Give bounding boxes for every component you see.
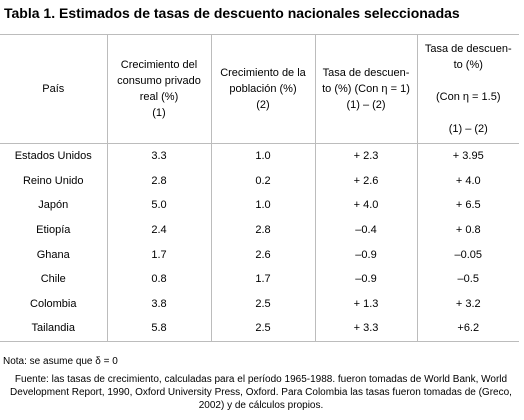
cell-consumption: 2.4	[106, 217, 211, 243]
header-rate-eta15: Tasa de descuen-to (%) (Con η = 1.5) (1) –…	[416, 34, 520, 144]
cell-country: Etiopía	[36, 224, 71, 237]
cell-rate1: + 2.6	[314, 168, 417, 194]
cell-country: Ghana	[36, 248, 70, 261]
cell-rate2: + 3.95	[416, 143, 519, 169]
cell-population: 2.5	[210, 291, 315, 317]
header-line: Crecimiento de la	[220, 67, 306, 79]
cell-rate2: +6.2	[416, 316, 519, 342]
table-body: Estados Unidos 3.3 1.0 + 2.3 + 3.95 Reino Uni…	[0, 143, 519, 342]
cell-population: 2.8	[210, 217, 315, 243]
table-header-row: País Crecimiento del consumo privado real …	[0, 34, 520, 144]
cell-country: Chile	[40, 273, 66, 286]
header-line	[418, 73, 520, 89]
cell-consumption: 3.3	[106, 143, 211, 169]
cell-consumption: 0.8	[106, 266, 211, 292]
table-row: Reino Unido 2.8 0.2 + 2.6 + 4.0	[0, 168, 519, 194]
cell-country: Colombia	[30, 297, 77, 310]
table-title: Tabla 1. Estimados de tasas de descuento…	[4, 5, 460, 21]
cell-population: 1.0	[210, 193, 315, 218]
table-row: Chile 0.8 1.7 –0.9 –0.5	[0, 266, 519, 292]
table-note: Nota: se asume que δ = 0	[3, 356, 118, 367]
header-line: to (%) (Con η = 1)	[322, 83, 410, 95]
cell-population: 1.0	[210, 143, 315, 169]
cell-rate2: –0.05	[416, 242, 519, 267]
header-line: real (%)	[139, 91, 179, 103]
cell-rate2: + 4.0	[416, 168, 519, 194]
cell-population: 2.6	[210, 242, 315, 267]
table-row: Etiopía 2.4 2.8 –0.4 + 0.8	[0, 217, 519, 243]
header-consumption: Crecimiento del consumo privado real (%) (1…	[106, 34, 211, 144]
header-line: (1)	[152, 107, 166, 119]
header-country: País	[0, 34, 107, 144]
header-population: Crecimiento de la población (%) (2)	[210, 34, 315, 144]
cell-country: Japón	[38, 199, 69, 212]
header-line: (2)	[256, 99, 270, 111]
cell-country: Tailandia	[0, 316, 107, 342]
cell-rate2: + 0.8	[416, 217, 519, 243]
table-row: Tailandia 5.8 2.5 + 3.3 +6.2	[0, 316, 519, 342]
cell-rate1: + 3.3	[314, 316, 417, 342]
header-line	[418, 105, 520, 121]
header-line: consumo privado	[117, 75, 201, 87]
cell-consumption: 1.7	[106, 242, 211, 267]
cell-rate2: + 3.2	[416, 291, 519, 317]
cell-population: 0.2	[210, 168, 315, 194]
header-line: (1) – (2)	[346, 99, 386, 111]
discount-rate-table: País Crecimiento del consumo privado real …	[0, 34, 519, 342]
table-row: Estados Unidos 3.3 1.0 + 2.3 + 3.95	[0, 143, 519, 169]
cell-rate1: + 4.0	[314, 193, 417, 218]
table-row: Ghana 1.7 2.6 –0.9 –0.05	[0, 242, 519, 267]
header-line: (Con η = 1.5)	[435, 91, 501, 103]
header-line: to (%)	[453, 59, 483, 71]
cell-rate1: + 2.3	[314, 143, 417, 169]
cell-rate1: –0.4	[314, 217, 417, 243]
header-line: Tasa de descuen-	[424, 43, 512, 55]
cell-rate1: –0.9	[314, 266, 417, 292]
header-line: Tasa de descuen-	[322, 67, 410, 79]
cell-consumption: 5.8	[106, 316, 211, 342]
table-source: Fuente: las tasas de crecimiento, calcul…	[10, 374, 512, 411]
cell-rate1: + 1.3	[314, 291, 417, 317]
cell-consumption: 5.0	[106, 193, 211, 218]
table-row: Colombia 3.8 2.5 + 1.3 + 3.2	[0, 291, 519, 317]
header-line: (1) – (2)	[448, 123, 488, 135]
cell-population: 2.5	[210, 316, 315, 342]
cell-country: Reino Unido	[22, 174, 84, 187]
cell-rate2: –0.5	[416, 266, 519, 292]
table-row: Japón 5.0 1.0 + 4.0 + 6.5	[0, 193, 519, 218]
cell-rate2: + 6.5	[416, 193, 519, 218]
cell-population: 1.7	[210, 266, 315, 292]
header-line: población (%)	[229, 83, 297, 95]
cell-rate1: –0.9	[314, 242, 417, 267]
cell-country: Estados Unidos	[14, 150, 92, 163]
header-rate-eta1: Tasa de descuen-to (%) (Con η = 1) (1) – …	[314, 34, 417, 144]
header-line: Crecimiento del	[120, 59, 198, 71]
cell-consumption: 2.8	[106, 168, 211, 194]
cell-consumption: 3.8	[106, 291, 211, 317]
